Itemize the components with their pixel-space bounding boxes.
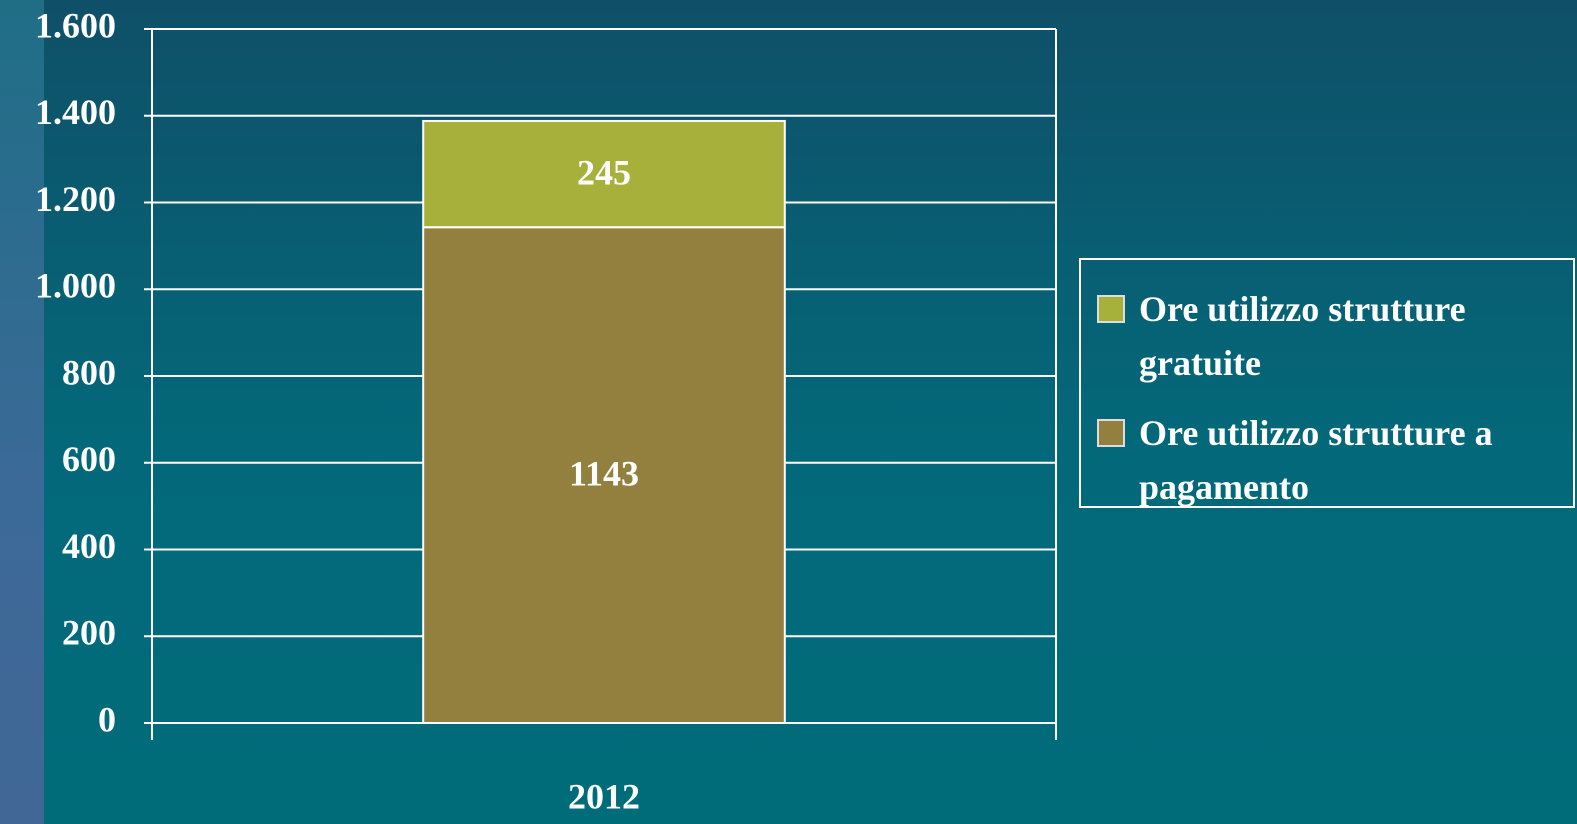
y-tick-label: 400 [62,526,116,566]
legend-swatch [1097,419,1125,447]
legend-label: Ore utilizzo strutture a pagamento [1139,413,1493,507]
legend-item: Ore utilizzo strutture a pagamento [1097,406,1573,514]
y-tick-label: 1.400 [35,92,116,132]
x-tick-label: 2012 [568,776,640,816]
legend-item: Ore utilizzo strutture gratuite [1097,282,1573,390]
y-tick-label: 1.000 [35,266,116,306]
value-label: 245 [577,152,631,192]
y-tick-label: 1.200 [35,179,116,219]
value-label: 1143 [569,453,639,493]
legend-swatch [1097,295,1125,323]
y-tick-label: 800 [62,352,116,392]
bar-segment [422,226,786,724]
y-tick-label: 0 [98,699,116,739]
bar-segment [422,119,786,229]
y-tick-label: 600 [62,439,116,479]
y-tick-label: 1.600 [35,5,116,45]
legend-label: Ore utilizzo strutture gratuite [1139,289,1466,383]
legend: Ore utilizzo strutture gratuite Ore utili… [1079,258,1575,508]
y-tick-label: 200 [62,613,116,653]
side-strip [0,0,44,824]
